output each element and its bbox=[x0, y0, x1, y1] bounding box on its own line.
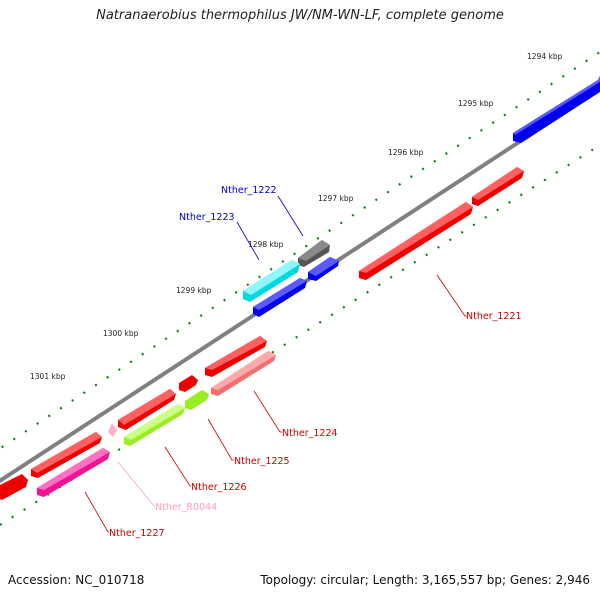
label-Nther_1227: Nther_1227 bbox=[109, 528, 165, 539]
kbp-label-1297: 1297 kbp bbox=[318, 194, 354, 203]
leader-Nther_1225 bbox=[207, 418, 234, 461]
label-Nther_1222: Nther_1222 bbox=[221, 185, 277, 196]
gene-blue-small-shade bbox=[308, 257, 339, 276]
label-Nther_R0044: Nther_R0044 bbox=[155, 502, 217, 513]
gene-lime-small[interactable] bbox=[185, 390, 209, 410]
gene-Nther_R0044[interactable] bbox=[108, 423, 117, 437]
leader-Nther_1222 bbox=[277, 195, 304, 237]
kbp-label-1299: 1299 kbp bbox=[176, 286, 212, 295]
leader-Nther_1227 bbox=[84, 491, 109, 533]
map-title: Natranaerobius thermophilus JW/NM-WN-LF,… bbox=[96, 8, 504, 23]
kbp-label-1300: 1300 kbp bbox=[103, 329, 139, 338]
gene-Nther_1221-shade bbox=[359, 202, 473, 273]
gene-Nther_1227-shade bbox=[37, 448, 110, 490]
gene-blue-below-shade bbox=[253, 278, 307, 310]
kbp-label-1294: 1294 kbp bbox=[527, 52, 563, 61]
label-Nther_1224: Nther_1224 bbox=[282, 428, 338, 439]
gene-Nther_1224-shade bbox=[211, 351, 276, 390]
outer-tick-track bbox=[0, 51, 600, 450]
gene-red-edge[interactable] bbox=[0, 474, 28, 500]
kbp-label-1298: 1298 kbp bbox=[248, 240, 284, 249]
gene-blue-1294[interactable] bbox=[513, 76, 600, 143]
leader-Nther_1226 bbox=[164, 446, 191, 487]
leader-Nther_1221 bbox=[436, 274, 467, 317]
label-Nther_1223: Nther_1223 bbox=[179, 212, 235, 223]
leader-Nther_R0044 bbox=[117, 461, 155, 507]
label-Nther_1226: Nther_1226 bbox=[191, 482, 247, 493]
gene-red-small[interactable] bbox=[179, 375, 198, 392]
gene-red-1226-top-shade bbox=[118, 389, 176, 425]
label-Nther_1221: Nther_1221 bbox=[466, 311, 522, 322]
leader-Nther_1223 bbox=[236, 221, 260, 261]
leader-Nther_1224 bbox=[253, 390, 282, 433]
gene-red-1224-shade bbox=[205, 336, 267, 370]
accession-text: Accession: NC_010718 bbox=[8, 573, 145, 587]
kbp-label-1295: 1295 kbp bbox=[458, 99, 494, 108]
kbp-label-1301: 1301 kbp bbox=[30, 372, 66, 381]
gene-red-1227-top-shade bbox=[31, 432, 102, 473]
gene-Nther_1225-lime-shade bbox=[124, 404, 185, 440]
gene-blue-1294-shade bbox=[513, 76, 600, 135]
kbp-label-1296: 1296 kbp bbox=[388, 148, 424, 157]
gene-red-1221-b-shade bbox=[472, 167, 524, 200]
gene-Nther_1223-shade bbox=[243, 260, 300, 295]
gene-Nther_1222-shade bbox=[298, 240, 330, 261]
topology-text: Topology: circular; Length: 3,165,557 bp… bbox=[260, 573, 590, 587]
label-Nther_1225: Nther_1225 bbox=[234, 456, 290, 467]
